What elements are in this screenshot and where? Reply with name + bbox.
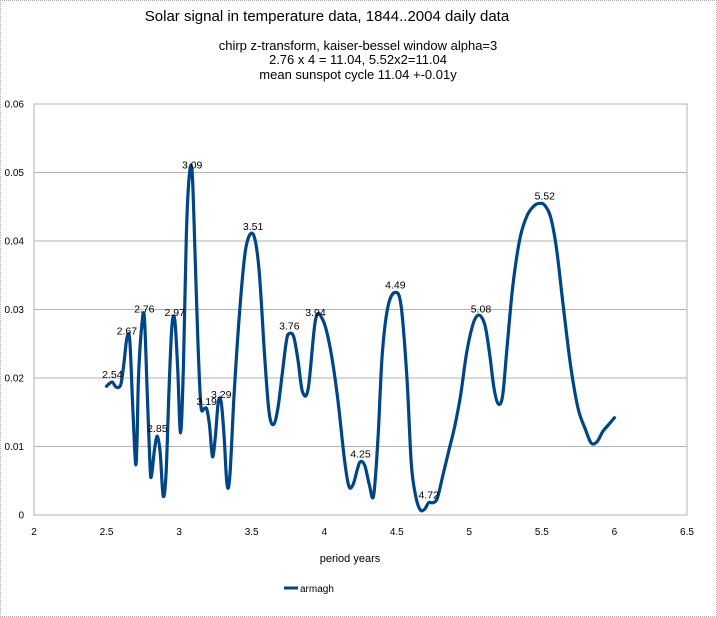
x-tick-label-9: 6.5	[680, 527, 694, 538]
x-tick-label-8: 6	[612, 527, 618, 538]
x-tick-label-0: 2	[31, 527, 37, 538]
x-tick-label-6: 5	[467, 527, 473, 538]
data-label-9: 3.76	[279, 320, 300, 332]
x-tick-label-2: 3	[176, 527, 182, 538]
x-tick-label-5: 4.5	[390, 527, 404, 538]
series-line-armagh	[104, 163, 617, 513]
x-tick-label-3: 3.5	[245, 527, 259, 538]
x-tick-label-7: 5.5	[535, 527, 549, 538]
data-label-8: 3.51	[243, 221, 264, 233]
y-tick-label-6: 0.06	[5, 100, 25, 111]
data-label-7: 3.29	[211, 389, 232, 401]
y-tick-label-5: 0.05	[5, 168, 25, 179]
chart-subtitle-line-2: 2.76 x 4 = 11.04, 5.52x2=11.04	[269, 52, 447, 67]
data-label-4: 2.97	[165, 307, 186, 319]
x-tick-label-4: 4	[321, 527, 327, 538]
x-axis-label: period years	[320, 553, 381, 565]
data-label-14: 5.08	[471, 303, 492, 315]
chart-title: Solar signal in temperature data, 1844..…	[145, 8, 510, 25]
x-axis-tick-labels: 2 2.5 3 3.5 4 4.5 5 5.5 6 6.5	[31, 527, 694, 538]
y-axis-tick-labels: 0 0.01 0.02 0.03 0.04 0.05 0.06	[5, 100, 25, 522]
data-label-10: 3.94	[305, 307, 326, 319]
data-label-6: 3.19	[196, 396, 217, 408]
series-lines	[104, 163, 617, 513]
y-tick-label-2: 0.02	[5, 374, 25, 385]
chart-subtitle-line-3: mean sunspot cycle 11.04 +-0.01y	[259, 67, 457, 82]
data-label-13: 4.72	[418, 490, 439, 502]
data-label-1: 2.67	[117, 325, 138, 337]
data-label-3: 2.85	[147, 423, 168, 435]
plot-area-border	[33, 103, 688, 516]
data-label-5: 3.09	[182, 160, 203, 172]
data-label-2: 2.76	[134, 303, 155, 315]
legend: armagh	[284, 584, 334, 595]
data-labels: 2.54 2.67 2.76 2.85 2.97 3.09 3.193.29 3.51 3.76…	[102, 160, 555, 502]
legend-label-armagh: armagh	[300, 584, 334, 595]
y-tick-label-0: 0	[18, 511, 24, 522]
y-tick-label-3: 0.03	[5, 305, 25, 316]
x-tick-label-1: 2.5	[100, 527, 114, 538]
data-label-0: 2.54	[102, 369, 123, 381]
y-tick-label-4: 0.04	[5, 237, 25, 248]
y-tick-label-1: 0.01	[5, 442, 25, 453]
data-label-12: 4.49	[385, 279, 406, 291]
data-label-15: 5.52	[535, 190, 556, 202]
chart-subtitle-line-1: chirp z-transform, kaiser-bessel window …	[219, 38, 498, 53]
data-label-11: 4.25	[350, 449, 371, 461]
